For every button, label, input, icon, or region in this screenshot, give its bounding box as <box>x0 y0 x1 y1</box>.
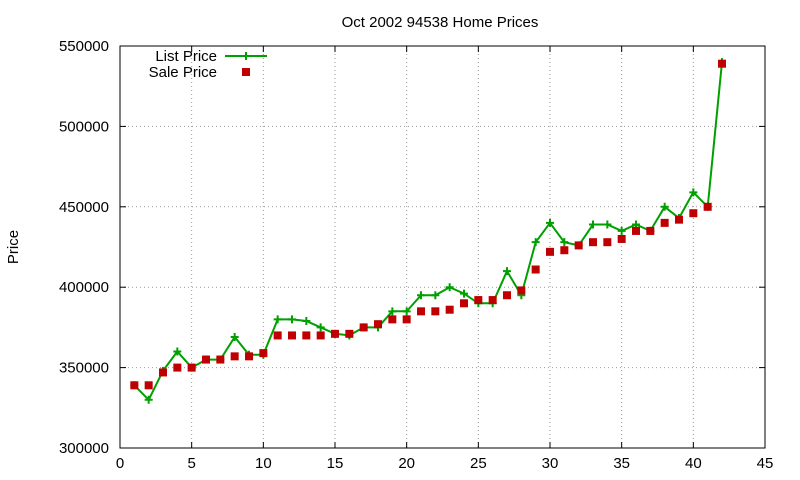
list-price-point <box>603 220 612 229</box>
list-price-point <box>230 333 239 342</box>
list-price-point <box>288 315 296 324</box>
x-tick-label: 20 <box>398 455 415 472</box>
sale-price-point <box>531 265 540 274</box>
y-axis-ticks: 300000 350000 400000 450000 500000 550000 <box>59 38 765 457</box>
sale-price-point <box>245 352 253 361</box>
sale-price-point <box>474 296 483 305</box>
sale-price-point <box>431 307 440 316</box>
list-price-point <box>503 267 511 276</box>
x-tick-label: 5 <box>187 455 195 472</box>
sale-price-point <box>130 381 139 390</box>
x-axis-ticks: 0 5 10 15 20 25 30 35 40 45 <box>116 46 774 472</box>
sale-price-point <box>259 349 268 358</box>
gridlines <box>120 46 765 448</box>
sale-price-point <box>159 368 167 377</box>
list-price-point <box>460 289 468 298</box>
x-tick-label: 45 <box>757 455 774 472</box>
sale-price-point <box>574 241 583 250</box>
legend-marker-list-price <box>242 52 250 60</box>
sale-price-point <box>359 323 368 332</box>
x-tick-label: 35 <box>613 455 630 472</box>
sale-price-point <box>560 246 569 255</box>
x-tick-label: 15 <box>327 455 344 472</box>
list-price-point <box>302 316 311 325</box>
sale-price-point <box>546 247 554 256</box>
y-tick-label: 500000 <box>59 118 109 135</box>
x-tick-label: 40 <box>685 455 702 472</box>
sale-price-point <box>288 331 296 340</box>
y-tick-label: 300000 <box>59 440 109 457</box>
sale-price-point <box>718 59 726 68</box>
list-price-point <box>173 347 182 356</box>
sale-price-point <box>202 355 210 364</box>
legend-marker-sale-price <box>242 68 250 76</box>
sale-price-point <box>517 286 526 295</box>
list-price-point <box>417 291 425 300</box>
list-price-point <box>660 202 669 211</box>
y-tick-label: 550000 <box>59 38 109 55</box>
sale-price-point <box>273 331 282 340</box>
sale-price-series <box>130 59 726 390</box>
sale-price-point <box>689 209 698 218</box>
sale-price-point <box>302 331 311 340</box>
x-tick-label: 30 <box>542 455 559 472</box>
x-tick-label: 25 <box>470 455 487 472</box>
sale-price-point <box>703 202 712 211</box>
list-price-point <box>689 188 698 197</box>
sale-price-point <box>187 363 196 372</box>
plot-frame <box>119 45 766 449</box>
sale-price-point <box>216 355 225 364</box>
list-price-point <box>546 218 554 227</box>
sale-price-point <box>503 291 511 300</box>
list-price-point <box>273 315 282 324</box>
list-price-point <box>617 226 626 235</box>
list-price-point <box>589 220 597 229</box>
list-price-point <box>431 291 440 300</box>
list-price-point <box>445 283 454 292</box>
sale-price-point <box>445 305 454 314</box>
legend-label-sale-price: Sale Price <box>149 64 217 81</box>
list-price-point <box>531 238 540 247</box>
sale-price-point <box>617 234 626 243</box>
y-tick-label: 400000 <box>59 279 109 296</box>
chart-title: Oct 2002 94538 Home Prices <box>342 14 539 31</box>
sale-price-point <box>331 329 339 338</box>
list-price-line <box>133 62 723 402</box>
sale-price-point <box>230 352 239 361</box>
sale-price-point <box>345 329 354 338</box>
y-tick-label: 450000 <box>59 199 109 216</box>
list-price-point <box>388 307 397 316</box>
y-axis-label: Price <box>5 230 22 264</box>
list-price-point <box>560 238 569 247</box>
sale-price-point <box>488 296 497 305</box>
sale-price-point <box>388 315 397 324</box>
y-tick-label: 350000 <box>59 360 109 377</box>
legend-label-list-price: List Price <box>155 48 217 65</box>
list-price-point <box>402 307 411 316</box>
list-price-point <box>144 395 153 404</box>
sale-price-point <box>603 238 612 247</box>
x-tick-label: 0 <box>116 455 124 472</box>
sale-price-point <box>417 307 425 316</box>
sale-price-point <box>374 320 382 329</box>
list-price-point <box>316 323 325 332</box>
x-tick-label: 10 <box>255 455 272 472</box>
sale-price-point <box>144 381 153 390</box>
sale-price-point <box>675 215 683 224</box>
legend: List Price Sale Price <box>149 48 267 81</box>
sale-price-point <box>660 218 669 227</box>
sale-price-point <box>460 299 468 308</box>
sale-price-point <box>173 363 182 372</box>
sale-price-point <box>316 331 325 340</box>
sale-price-point <box>632 226 640 235</box>
sale-price-point <box>589 238 597 247</box>
sale-price-point <box>646 226 655 235</box>
sale-price-point <box>402 315 411 324</box>
